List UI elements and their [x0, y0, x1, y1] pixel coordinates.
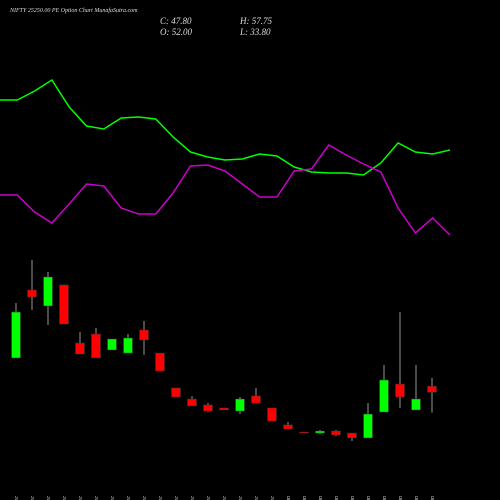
info-high: H: 57.75 [239, 16, 272, 26]
x-tick-label: 06 Jan [334, 496, 340, 500]
x-tick-label: 10 Dec [46, 496, 52, 500]
x-tick-label: 07 Jan [350, 496, 356, 500]
candle-body [331, 430, 341, 436]
x-tick-label: 16 Dec [110, 496, 116, 500]
x-tick-label: 01 Jan [286, 496, 292, 500]
x-tick-label: 12 Jan [398, 496, 404, 500]
x-tick-label: 30 Dec [254, 496, 260, 500]
x-tick-label: 02 Jan [302, 496, 308, 500]
candle-body [155, 352, 165, 372]
candle-body [11, 311, 21, 359]
info-open: O: 52.00 [160, 27, 192, 37]
chart-title: NIFTY 25250.00 PE Option Chart MunafaSut… [9, 7, 138, 14]
candle-body [27, 289, 37, 298]
candle-body [299, 431, 309, 434]
x-tick-label: 22 Dec [174, 496, 180, 500]
candle-body [171, 387, 181, 398]
candle-body [363, 413, 373, 439]
x-tick-label: 29 Dec [238, 496, 244, 500]
candle-body [139, 329, 149, 341]
x-tick-label: 17 Dec [126, 496, 132, 500]
candle-body [203, 404, 213, 412]
indicator-line [0, 78, 451, 176]
x-tick-label: 19 Dec [158, 496, 164, 500]
candle-body [187, 398, 197, 407]
candle-body [219, 407, 229, 411]
candle-body [395, 383, 405, 398]
candle-body [427, 385, 437, 393]
x-tick-label: 12 Dec [78, 496, 84, 500]
candle-body [107, 338, 117, 351]
x-tick-label: 18 Dec [142, 496, 148, 500]
candle-body [411, 398, 421, 411]
candle-body [75, 342, 85, 355]
x-tick-label: 23 Dec [190, 496, 196, 500]
indicator-line [0, 144, 451, 236]
x-tick-label: 14 Jan [429, 496, 436, 500]
candle-body [379, 379, 389, 413]
x-tick-label: 08 Dec [14, 496, 20, 500]
candle-body [43, 276, 53, 307]
x-tick-label: 31 Dec [270, 496, 276, 500]
candle-body [235, 398, 245, 412]
candle-body [267, 407, 277, 422]
x-tick-label: 11 Dec [62, 496, 68, 500]
info-low: L: 33.80 [239, 27, 271, 37]
candle-body [123, 337, 133, 354]
candle-body [59, 284, 69, 325]
x-tick-label: 26 Dec [222, 496, 228, 500]
candle-body [251, 395, 261, 404]
candle-body [315, 430, 325, 434]
x-tick-label: 08 Jan [366, 496, 372, 500]
x-tick-label: 13 Jan [414, 496, 420, 500]
x-tick-label: 15 Dec [94, 496, 100, 500]
x-tick-label: 05 Jan [318, 496, 324, 500]
x-tick-label: 09 Dec [30, 496, 36, 500]
candle-body [283, 424, 293, 430]
info-close: C: 47.80 [160, 16, 192, 26]
candle-body [347, 432, 357, 439]
x-tick-label: 09 Jan [382, 496, 388, 500]
candle-body [91, 333, 101, 359]
x-tick-label: 24 Dec [205, 496, 212, 500]
